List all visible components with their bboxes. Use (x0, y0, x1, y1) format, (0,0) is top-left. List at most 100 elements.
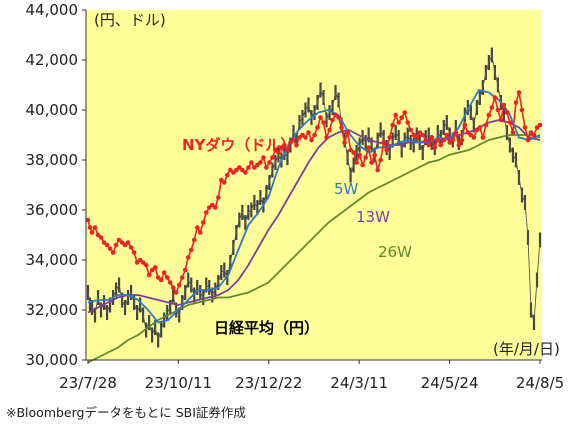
nydow-label: NYダウ（ドル） (182, 136, 295, 154)
nydow-point (167, 280, 173, 285)
nydow-point (342, 140, 347, 145)
nydow-point (489, 105, 495, 110)
nydow-point (303, 135, 308, 140)
nydow-point (459, 137, 465, 143)
x-tick-label: 24/8/5 (516, 374, 564, 392)
nydow-point (324, 135, 329, 140)
nydow-point (363, 155, 368, 160)
nydow-point (384, 147, 389, 153)
nydow-point (179, 275, 185, 280)
nydow-point (462, 122, 468, 128)
nydow-point (203, 210, 209, 215)
nydow-point (396, 120, 401, 125)
ma5w-line (87, 88, 541, 324)
x-axis: 23/7/28 23/10/11 23/12/22 24/3/11 24/5/24 24/… (59, 360, 564, 392)
plot-area (86, 10, 542, 360)
nydow-point (453, 130, 459, 135)
nydow-point (176, 282, 182, 288)
nydow-point (336, 115, 341, 120)
nikkei-label: 日経平均（円） (214, 319, 319, 337)
nydow-point (519, 107, 525, 113)
nydow-point (107, 246, 113, 252)
nydow-point (87, 225, 93, 230)
nydow-point (381, 140, 386, 145)
nydow-point (495, 107, 501, 113)
nydow-point (215, 195, 221, 200)
nydow-point (441, 137, 447, 143)
nydow-point (360, 162, 365, 168)
y-tick-label: 30,000 (26, 351, 79, 369)
nydow-point (522, 125, 528, 130)
nydow-point (306, 130, 311, 135)
nikkei-line (87, 53, 541, 342)
y-tick-label: 34,000 (26, 251, 79, 269)
nydow-point (408, 127, 414, 133)
nydow-point (128, 245, 134, 250)
nydow-point (435, 137, 441, 143)
ma26w-label: 26W (378, 243, 412, 261)
ma5w-label: 5W (334, 180, 359, 198)
nydow-point (92, 225, 98, 230)
y-tick-label: 32,000 (26, 301, 79, 319)
nydow-point (197, 230, 203, 235)
nydow-point (471, 135, 477, 140)
nydow-point (225, 172, 230, 178)
nydow-point (200, 220, 206, 225)
nydow-point (318, 115, 323, 120)
x-tick-label: 24/5/24 (421, 374, 479, 392)
y-axis-unit-label: (円、ドル) (94, 11, 166, 29)
y-tick-label: 40,000 (26, 101, 79, 119)
x-tick-label: 24/3/11 (330, 374, 388, 392)
nydow-point (444, 132, 450, 138)
nydow-point (366, 145, 371, 150)
nydow-point (249, 160, 254, 165)
nydow-point (315, 125, 320, 130)
nydow-point (246, 165, 251, 170)
nydow-point (414, 135, 420, 140)
nydow-point (432, 145, 438, 150)
y-axis: 30,000 32,000 34,000 36,000 38,000 40,000 42,0… (26, 1, 86, 369)
nydow-point (486, 112, 492, 118)
nydow-point (164, 275, 170, 280)
x-tick-label: 23/12/22 (235, 374, 302, 392)
nydow-point (339, 125, 344, 130)
nydow-point (285, 147, 290, 153)
nydow-point (390, 122, 395, 128)
nydow-point (378, 157, 383, 163)
nydow-point (507, 120, 513, 125)
nydow-point (194, 225, 200, 230)
nydow-point (125, 240, 131, 245)
y-tick-label: 42,000 (26, 51, 79, 69)
nydow-point (345, 130, 350, 135)
nydow-point (185, 255, 191, 260)
nydow-point (375, 167, 380, 173)
nydow-point (264, 165, 269, 170)
nydow-point (456, 142, 462, 148)
nydow-point (372, 152, 377, 158)
nydow-point (182, 267, 188, 273)
nydow-point (261, 155, 266, 160)
nydow-point (98, 235, 104, 240)
nydow-point (423, 137, 429, 143)
nydow-point (531, 132, 537, 138)
nydow-point (152, 265, 158, 270)
nydow-point (312, 132, 317, 138)
nydow-point (110, 250, 116, 255)
nydow-point (354, 160, 359, 165)
nydow-point (483, 122, 489, 128)
nydow-point (309, 137, 314, 143)
nydow-point (438, 142, 444, 148)
nydow-point (429, 135, 435, 140)
nydow-point (480, 135, 486, 140)
series-layer (85, 47, 543, 364)
nydow-point (104, 242, 110, 248)
nydow-point (399, 115, 404, 120)
nydow-point (426, 142, 432, 148)
nydow-point (369, 160, 374, 165)
ma26w-line (87, 134, 541, 364)
nydow-point (161, 270, 167, 275)
nydow-point (258, 160, 263, 165)
nydow-point (330, 117, 335, 123)
